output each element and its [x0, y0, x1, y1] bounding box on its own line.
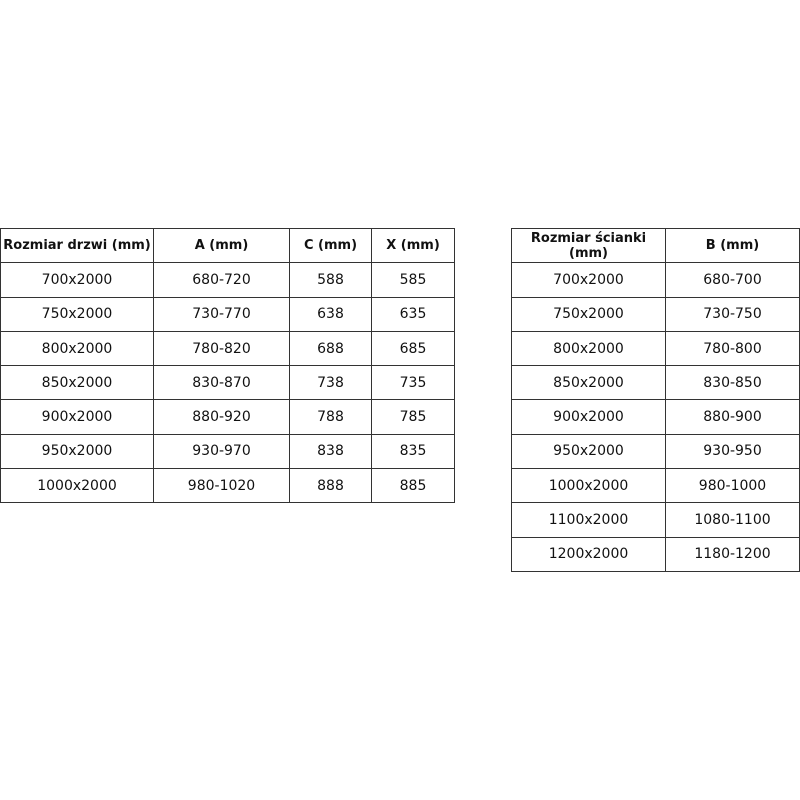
table-row: 950x2000 930-970 838 835 — [0, 433, 455, 470]
table-cell: 930-950 — [665, 433, 800, 470]
table-cell: 1100x2000 — [511, 502, 666, 538]
table-cell: 700x2000 — [0, 262, 154, 298]
header-row: Rozmiar drzwi (mm) A (mm) C (mm) X (mm) — [0, 227, 455, 264]
table-cell: 688 — [289, 330, 372, 367]
table-cell: 785 — [371, 399, 455, 435]
table-row: 700x2000 680-700 — [511, 262, 800, 298]
table-cell: 730-770 — [153, 296, 290, 332]
column-header: X (mm) — [371, 227, 455, 264]
table-row: 1100x2000 1080-1100 — [511, 502, 800, 538]
table-row: 750x2000 730-750 — [511, 296, 800, 332]
table-row: 1000x2000 980-1000 — [511, 468, 800, 504]
table-cell: 788 — [289, 399, 372, 435]
table-cell: 638 — [289, 296, 372, 332]
table-cell: 700x2000 — [511, 262, 666, 298]
table-row: 1000x2000 980-1020 888 885 — [0, 468, 455, 504]
table-cell: 585 — [371, 262, 455, 298]
table-row: 800x2000 780-800 — [511, 330, 800, 367]
table-cell: 850x2000 — [511, 365, 666, 401]
table-cell: 730-750 — [665, 296, 800, 332]
table-cell: 980-1020 — [153, 468, 290, 504]
table-cell: 680-720 — [153, 262, 290, 298]
table-cell: 750x2000 — [511, 296, 666, 332]
table-cell: 950x2000 — [0, 433, 154, 470]
table-row: 850x2000 830-870 738 735 — [0, 365, 455, 401]
table-cell: 1000x2000 — [0, 468, 154, 504]
table-row: 900x2000 880-920 788 785 — [0, 399, 455, 435]
table-row: 750x2000 730-770 638 635 — [0, 296, 455, 332]
column-header: Rozmiar ścianki (mm) — [511, 227, 666, 264]
table-cell: 885 — [371, 468, 455, 504]
table-cell: 900x2000 — [511, 399, 666, 435]
table-cell: 980-1000 — [665, 468, 800, 504]
table-row: 1200x2000 1180-1200 — [511, 536, 800, 572]
table-cell: 888 — [289, 468, 372, 504]
table-row: 700x2000 680-720 588 585 — [0, 262, 455, 298]
column-header: B (mm) — [665, 227, 800, 264]
table-cell: 735 — [371, 365, 455, 401]
table-cell: 1200x2000 — [511, 536, 666, 572]
table-cell: 900x2000 — [0, 399, 154, 435]
table-cell: 680-700 — [665, 262, 800, 298]
table-cell: 1180-1200 — [665, 536, 800, 572]
door-size-table: Rozmiar drzwi (mm) A (mm) C (mm) X (mm) 700… — [0, 227, 455, 504]
table-cell: 635 — [371, 296, 455, 332]
column-header: A (mm) — [153, 227, 290, 264]
table-cell: 835 — [371, 433, 455, 470]
wall-size-table: Rozmiar ścianki (mm) B (mm) 700x2000 680-7… — [511, 227, 800, 572]
table-row: 950x2000 930-950 — [511, 433, 800, 470]
table-cell: 880-900 — [665, 399, 800, 435]
table-cell: 780-800 — [665, 330, 800, 367]
column-header: Rozmiar drzwi (mm) — [0, 227, 154, 264]
table-cell: 1000x2000 — [511, 468, 666, 504]
table-cell: 830-850 — [665, 365, 800, 401]
table-cell: 930-970 — [153, 433, 290, 470]
table-cell: 780-820 — [153, 330, 290, 367]
table-cell: 838 — [289, 433, 372, 470]
header-row: Rozmiar ścianki (mm) B (mm) — [511, 227, 800, 264]
table-cell: 750x2000 — [0, 296, 154, 332]
table-row: 850x2000 830-850 — [511, 365, 800, 401]
table-cell: 738 — [289, 365, 372, 401]
table-cell: 1080-1100 — [665, 502, 800, 538]
table-cell: 800x2000 — [0, 330, 154, 367]
column-header: C (mm) — [289, 227, 372, 264]
table-cell: 685 — [371, 330, 455, 367]
table-cell: 800x2000 — [511, 330, 666, 367]
table-cell: 950x2000 — [511, 433, 666, 470]
table-cell: 880-920 — [153, 399, 290, 435]
table-row: 900x2000 880-900 — [511, 399, 800, 435]
table-cell: 850x2000 — [0, 365, 154, 401]
table-cell: 830-870 — [153, 365, 290, 401]
table-cell: 588 — [289, 262, 372, 298]
table-row: 800x2000 780-820 688 685 — [0, 330, 455, 367]
